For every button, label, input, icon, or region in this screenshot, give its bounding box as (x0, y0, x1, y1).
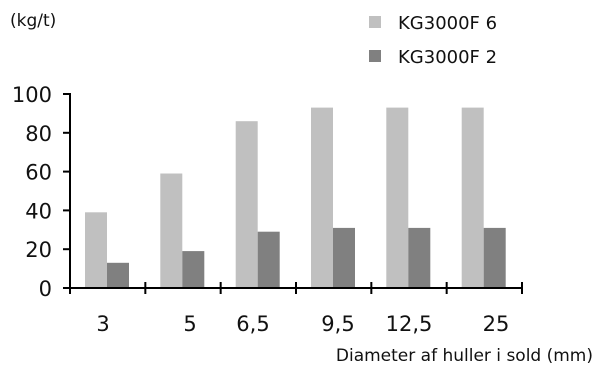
bars-group (85, 107, 506, 288)
bar-series2-5 (182, 251, 205, 288)
x-tick-label: 12,5 (386, 312, 433, 336)
legend-label-1: KG3000F 6 (398, 13, 497, 34)
bar-series2-3 (107, 262, 129, 288)
x-tick-label: 9,5 (321, 312, 354, 336)
y-tick-label: 20 (25, 238, 52, 262)
legend: KG3000F 6 KG3000F 2 (369, 13, 497, 68)
bar-series1-3 (85, 212, 107, 288)
legend-swatch-2 (369, 50, 381, 62)
y-tick-label: 60 (25, 161, 52, 185)
bar-series1-5 (160, 173, 183, 288)
x-axis-title: Diameter af huller i sold (mm) (336, 346, 593, 365)
y-tick-label: 0 (39, 277, 52, 301)
bar-series1-25 (461, 107, 484, 288)
bar-series2-6-5 (257, 231, 280, 288)
y-tick-label: 40 (25, 199, 52, 223)
y-tick-label: 80 (25, 122, 52, 146)
x-tick-label: 3 (96, 312, 109, 336)
x-tick-label: 6,5 (236, 312, 269, 336)
bar-series1-12-5 (386, 107, 409, 288)
y-tick-label: 100 (12, 83, 52, 107)
bar-series1-6-5 (235, 121, 258, 288)
bar-series2-9-5 (333, 227, 355, 288)
legend-swatch-1 (369, 16, 381, 28)
axes-group (69, 93, 523, 289)
bar-series2-25 (483, 227, 506, 288)
x-tick-label: 25 (483, 312, 510, 336)
x-ticks-group: 3 5 6,5 9,5 12,5 25 (69, 282, 523, 336)
bar-series2-12-5 (408, 227, 431, 288)
legend-label-2: KG3000F 2 (398, 47, 497, 68)
x-tick-label: 5 (183, 312, 196, 336)
bar-series1-9-5 (311, 107, 333, 288)
y-ticks-group: 0 20 40 60 80 100 (12, 83, 70, 301)
y-axis-title: (kg/t) (10, 11, 56, 31)
